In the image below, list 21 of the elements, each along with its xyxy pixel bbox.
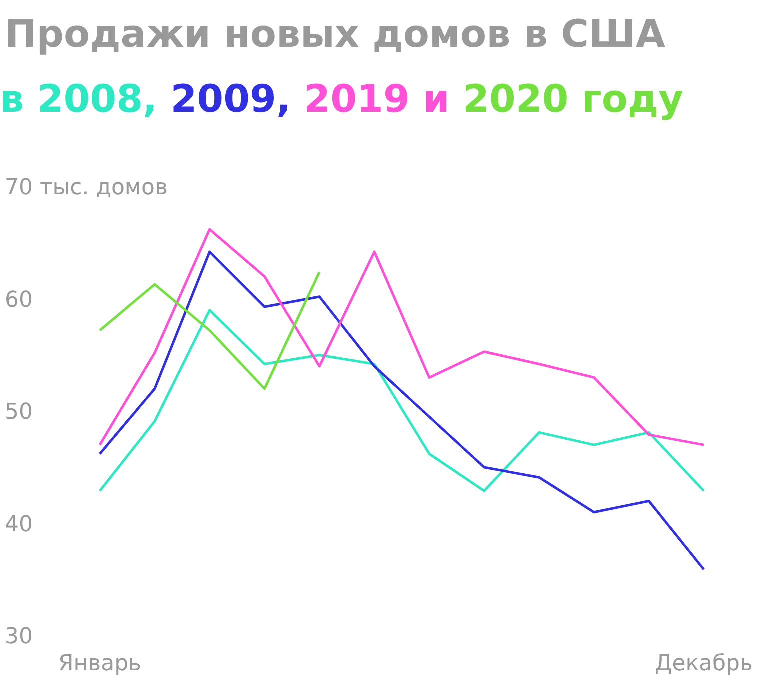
y-tick-label: 60: [5, 288, 33, 313]
y-tick-label: 40: [5, 512, 33, 538]
text: и: [410, 77, 463, 121]
text: 2020: [462, 77, 569, 121]
line-series: [98, 309, 706, 492]
y-tick-label: 70 тыс. домов: [5, 176, 168, 200]
text: 2019: [304, 77, 410, 121]
text: 2008: [37, 77, 144, 121]
line-series: [98, 250, 706, 571]
text: ,: [143, 77, 171, 121]
y-tick-label: 30: [5, 624, 33, 650]
x-tick-label: Декабрь: [655, 652, 753, 676]
line-series: [98, 270, 321, 390]
text: в: [0, 77, 38, 121]
y-tick-label: 50: [5, 400, 33, 425]
text: ,: [276, 77, 304, 121]
text: году: [568, 77, 684, 121]
line-series: [98, 228, 706, 446]
x-tick-label: Январь: [58, 652, 142, 676]
text: 2009: [170, 77, 276, 121]
chart-title: Продажи новых домов в США: [5, 12, 666, 56]
